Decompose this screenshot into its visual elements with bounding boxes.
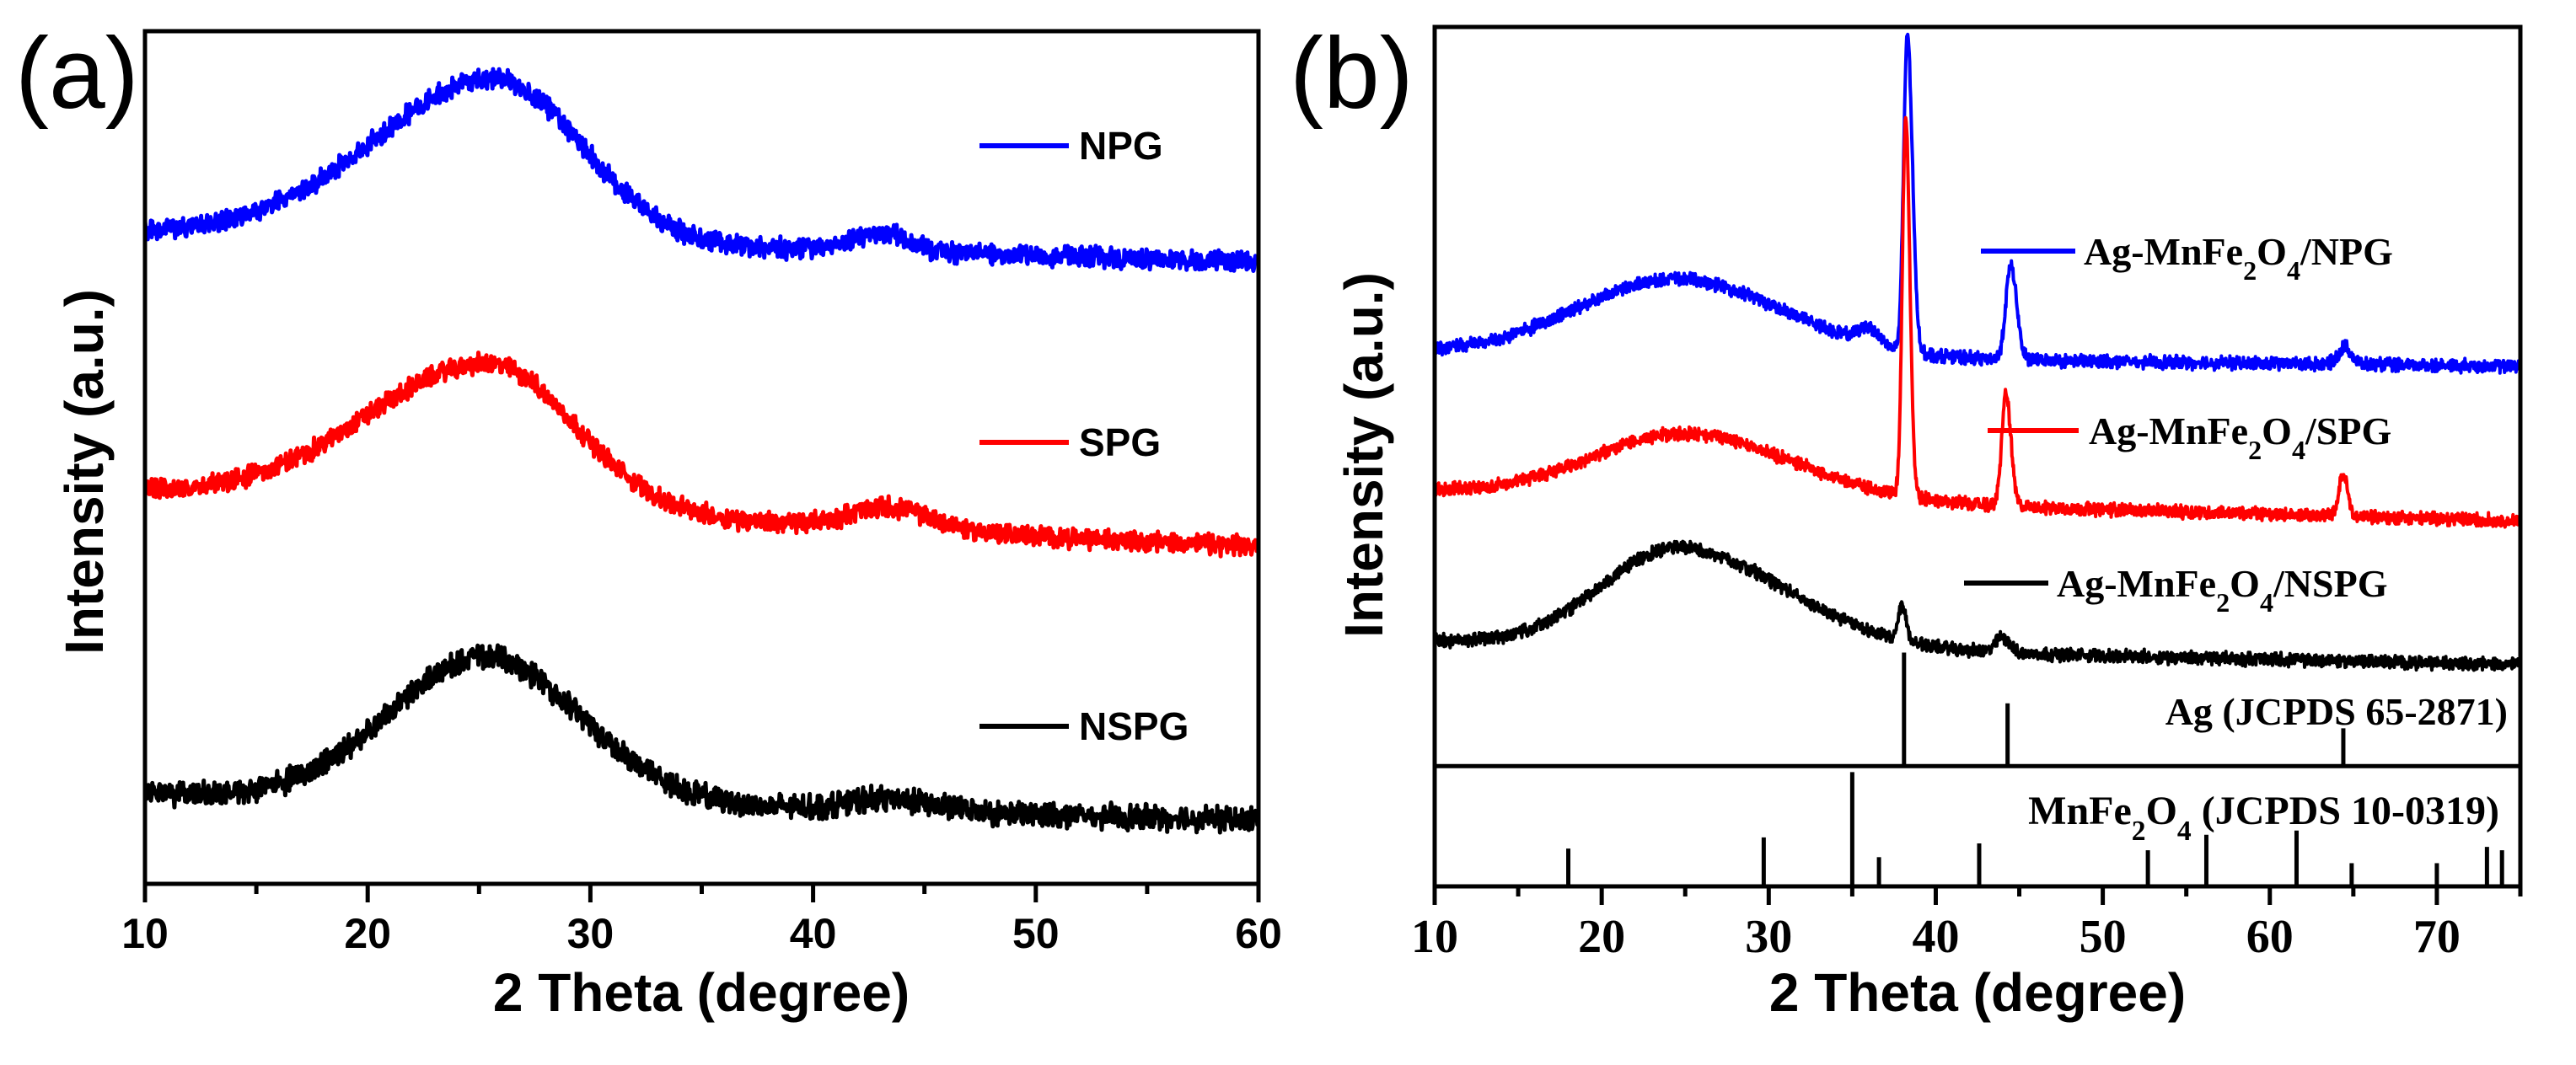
x-tick-label: 40 (790, 910, 837, 957)
panel-b-curves (1433, 32, 2522, 672)
panel-b-frame (1432, 24, 2523, 889)
panel-a: (a) 10 20 30 40 50 60 NPG SPG NSPG 2 Theta (deg… (15, 17, 1282, 1023)
x-tick-label: 70 (2413, 911, 2461, 963)
panel-label-a: (a) (15, 17, 139, 130)
series-line-ag-mnfe2o4-npg (1433, 32, 2522, 375)
panel-a-y-axis-title: Intensity (a.u.) (54, 289, 115, 655)
series-line-npg (142, 67, 1260, 273)
legend-label: Ag-MnFe2O4/NSPG (2057, 562, 2388, 618)
panel-a-x-ticks: 10 20 30 40 50 60 (121, 884, 1282, 957)
panel-a-curves (142, 67, 1260, 835)
panel-b: (b) Ag (JCPDS 65-2871) MnFe2O4 (JCPDS 10-… (1290, 17, 2523, 1023)
legend-label: Ag-MnFe2O4/SPG (2089, 409, 2391, 465)
legend-label: SPG (1079, 420, 1161, 464)
series-line-ag-mnfe2o4-nspg (1433, 539, 2522, 672)
panel-label-b: (b) (1290, 17, 1414, 130)
x-tick-label: 60 (1235, 910, 1282, 957)
legend-label: NPG (1079, 124, 1163, 168)
series-line-nspg (142, 643, 1260, 835)
reference-label: Ag (JCPDS 65-2871) (2165, 690, 2508, 733)
panel-b-x-axis-title: 2 Theta (degree) (1769, 962, 2186, 1023)
x-tick-label: 20 (344, 910, 391, 957)
panel-b-x-ticks: 10 20 30 40 50 60 70 (1411, 886, 2523, 963)
x-tick-label: 10 (1411, 911, 1458, 963)
panel-b-legend: Ag-MnFe2O4/NPG Ag-MnFe2O4/SPG Ag-MnFe2O4/N… (1964, 230, 2393, 618)
legend-label: NSPG (1079, 704, 1189, 748)
x-tick-label: 30 (567, 910, 614, 957)
series-line-spg (142, 351, 1260, 559)
series-line-ag-mnfe2o4-spg (1433, 115, 2521, 529)
x-tick-label: 10 (121, 910, 169, 957)
x-tick-label: 60 (2246, 911, 2294, 963)
panel-a-x-axis-title: 2 Theta (degree) (493, 962, 910, 1023)
x-tick-label: 40 (1912, 911, 1959, 963)
panel-b-reference-sticks: Ag (JCPDS 65-2871) MnFe2O4 (JCPDS 10-0319… (1566, 652, 2508, 886)
x-tick-label: 30 (1745, 911, 1792, 963)
legend-label: Ag-MnFe2O4/NPG (2084, 230, 2393, 286)
reference-label: MnFe2O4 (JCPDS 10-0319) (2028, 789, 2499, 847)
panel-a-legend: NPG SPG NSPG (979, 124, 1189, 748)
x-tick-label: 50 (1012, 910, 1060, 957)
x-tick-label: 20 (1578, 911, 1625, 963)
panel-b-y-axis-title: Intensity (a.u.) (1334, 272, 1394, 638)
x-tick-label: 50 (2080, 911, 2127, 963)
